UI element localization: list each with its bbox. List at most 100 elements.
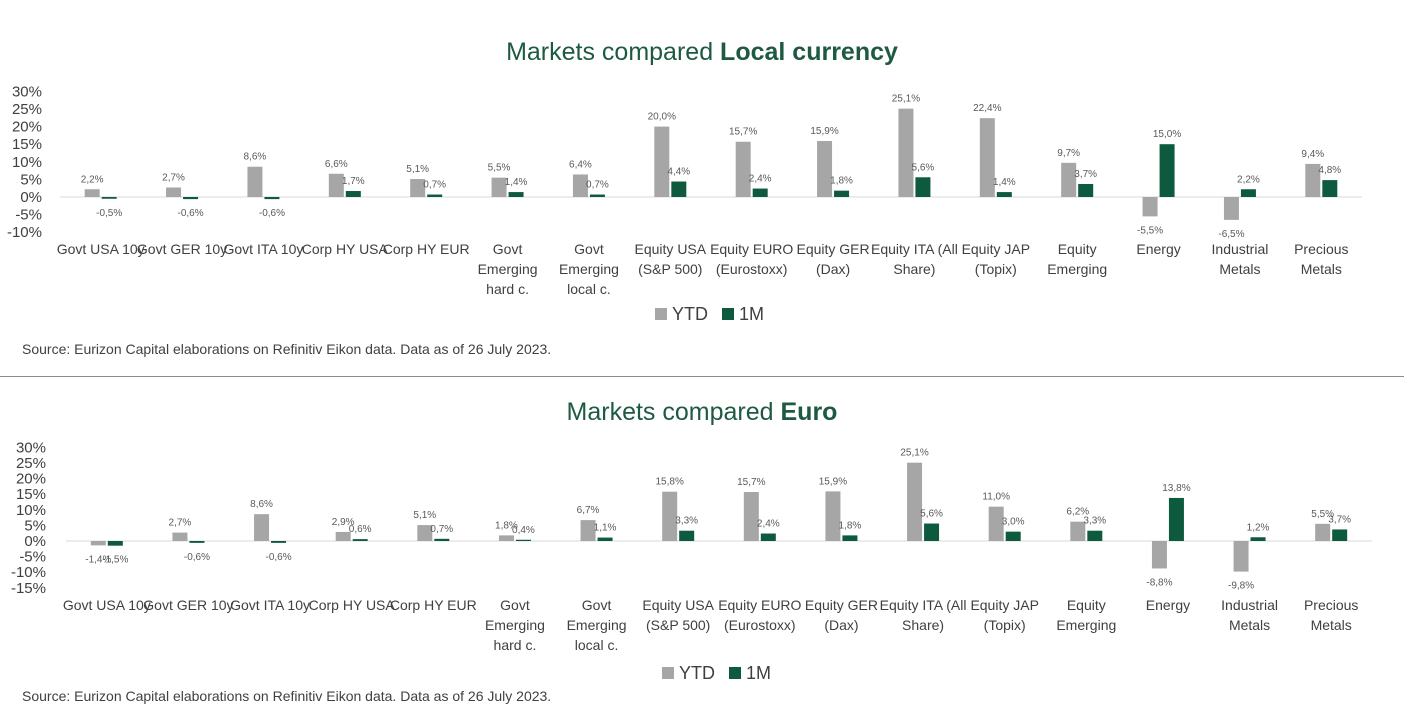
chart-title: Markets compared Euro [0,398,1404,427]
bar-1m [760,533,776,541]
chart-title: Markets compared Local currency [0,38,1404,67]
chart-title-prefix: Markets compared [566,398,781,426]
category-label: Govt Emerging hard c. [478,241,538,297]
data-label-1m: 1,2% [1247,522,1270,533]
chart-title-prefix: Markets compared [506,38,721,66]
data-label-1m: -0,6% [259,208,285,219]
legend-label-1m: 1M [746,663,771,683]
data-label-1m: 1,4% [993,177,1016,188]
y-tick-label: 10% [12,154,42,171]
bar-ytd [1151,541,1167,569]
bar-ytd [1233,541,1249,572]
y-tick-label: 30% [12,83,42,100]
category-label: Corp HY USA [302,241,389,257]
data-label-ytd: 15,7% [729,127,757,138]
bar-ytd [817,141,833,197]
y-tick-label: 0% [24,533,46,550]
category-label: Equity EURO (Eurostoxx) [718,597,801,633]
source-note: Source: Eurizon Capital elaborations on … [22,341,552,357]
data-label-1m: 1,7% [342,176,365,187]
bar-ytd [1305,163,1321,197]
data-label-ytd: 20,0% [648,112,676,123]
data-label-ytd: -9,8% [1228,581,1254,592]
legend-label-ytd: YTD [672,304,708,324]
bar-chart-local-currency: 30%25%20%15%10%5%0%-5%-10% 2,2% -0,5% Govt … [7,83,1362,324]
data-label-ytd: 11,0% [982,492,1010,503]
legend-swatch-ytd [655,308,667,320]
data-label-ytd: -5,5% [1137,225,1163,236]
legend-label-ytd: YTD [679,663,715,683]
bar-ytd [335,531,351,541]
bar-1m [915,177,931,197]
legend-swatch-1m [729,667,741,679]
data-label-ytd: 6,4% [569,159,592,170]
data-label-1m: -0,6% [266,552,292,563]
data-label-1m: 2,4% [749,174,772,185]
data-label-ytd: 5,5% [488,163,511,174]
y-tick-label: -5% [19,549,46,566]
data-label-ytd: 9,7% [1057,148,1080,159]
category-label: Govt ITA 10y [230,597,310,613]
y-tick-label: 15% [12,136,42,153]
data-label-ytd: 6,6% [325,159,348,170]
data-label-1m: 5,6% [912,162,935,173]
data-label-1m: 0,7% [586,180,609,191]
data-label-1m: 0,6% [349,524,372,535]
category-label: Equity JAP (Topix) [970,597,1038,633]
category-label: Equity ITA (All Share) [871,241,958,277]
y-tick-label: -10% [7,224,42,241]
bar-1m [434,538,450,541]
data-label-ytd: 25,1% [900,448,928,459]
data-label-1m: 1,8% [839,520,862,531]
data-label-1m: 0,7% [423,180,446,191]
bar-chart-euro: 30%25%20%15%10%5%0%-5%-10%-15% -1,4%-1,5%… [11,439,1372,683]
bar-ytd [90,541,106,546]
category-label: Equity USA (S&P 500) [642,597,714,633]
source-note: Source: Eurizon Capital elaborations on … [22,688,552,704]
data-label-1m: 3,7% [1074,169,1097,180]
data-label-1m: -0,5% [96,208,122,219]
data-label-1m: 0,7% [430,524,453,535]
bar-ytd [907,462,923,541]
y-tick-label: -15% [11,580,46,597]
category-label: Govt Emerging local c. [559,241,619,297]
y-tick-label: 25% [16,455,46,472]
category-label: Precious Metals [1304,597,1358,633]
y-tick-label: 25% [12,101,42,118]
category-label: Govt Emerging hard c. [485,597,545,653]
category-label: Equity USA (S&P 500) [635,241,707,277]
bar-1m [1250,537,1266,541]
data-label-1m: 2,2% [1237,174,1260,185]
bar-ytd [84,189,100,197]
bar-1m [427,194,443,197]
data-label-ytd: 1,8% [495,520,518,531]
bar-ytd [491,177,507,197]
data-label-1m: 2,4% [757,519,780,530]
bar-1m [508,192,524,197]
legend: YTD 1M [655,304,764,324]
data-label-ytd: 6,2% [1066,507,1089,518]
bar-1m [101,197,117,199]
category-label: Equity ITA (All Share) [880,597,967,633]
bar-ytd [1142,197,1158,217]
y-tick-label: 0% [20,189,42,206]
bar-1m [1240,189,1256,197]
category-label: Equity Emerging [1056,597,1116,633]
bar-ytd [172,532,188,541]
category-label: Equity Emerging [1047,241,1107,277]
bar-ytd [247,166,263,197]
category-label: Govt USA 10y [63,597,151,613]
data-label-1m: 0,4% [512,525,535,536]
data-label-ytd: 5,5% [1311,509,1334,520]
category-label: Govt Emerging local c. [567,597,627,653]
bar-1m [924,523,940,541]
data-label-ytd: -6,5% [1218,229,1244,240]
y-tick-label: 5% [24,517,46,534]
bar-ytd [498,535,514,541]
category-label: Energy [1146,597,1190,613]
bar-ytd [1223,197,1239,220]
data-label-1m: -0,6% [178,208,204,219]
y-tick-label: 20% [16,471,46,488]
category-label: Equity EURO (Eurostoxx) [710,241,793,277]
data-label-ytd: 8,6% [250,499,273,510]
